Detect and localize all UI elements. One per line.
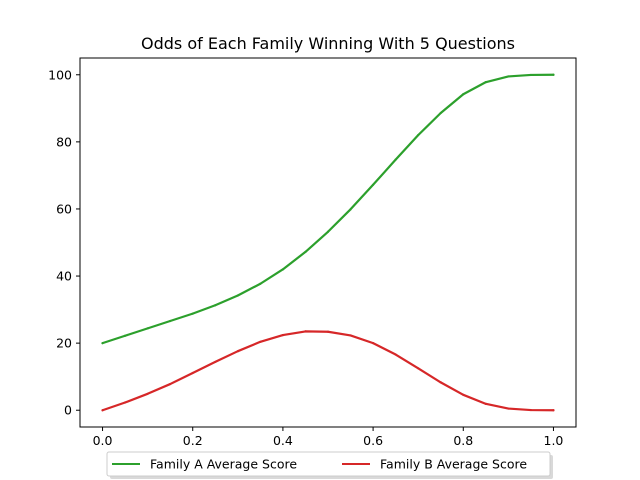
data-point-2-11 — [349, 334, 352, 337]
y-tick-label: 40 — [56, 269, 72, 284]
data-point-2-18 — [507, 407, 510, 410]
data-point-1-20 — [552, 73, 555, 76]
data-point-2-8 — [281, 333, 285, 337]
data-point-1-5 — [214, 304, 217, 307]
y-tick-label: 20 — [56, 336, 72, 351]
data-point-2-5 — [214, 360, 217, 364]
x-axis: 0.0 0.2 0.4 0.6 0.8 1.0 — [93, 427, 564, 448]
data-point-1-12 — [371, 183, 375, 186]
data-point-2-3 — [169, 382, 172, 386]
data-point-1-14 — [417, 134, 420, 137]
y-tick-label: 80 — [56, 134, 72, 149]
data-point-1-2 — [146, 327, 149, 330]
data-point-1-8 — [281, 268, 285, 271]
series-layer — [101, 73, 555, 412]
data-point-2-16 — [462, 393, 465, 396]
data-point-1-1 — [123, 334, 127, 337]
y-tick-label: 100 — [48, 67, 72, 82]
data-point-2-2 — [146, 392, 149, 395]
data-point-1-18 — [507, 75, 510, 78]
x-tick-label: 1.0 — [544, 433, 564, 448]
data-point-2-12 — [371, 342, 375, 345]
data-point-1-11 — [349, 208, 352, 211]
y-axis: 0 20 40 60 80 100 — [48, 67, 80, 418]
legend-label-2: Family B Average Score — [380, 457, 527, 472]
data-point-2-14 — [417, 367, 420, 370]
data-point-2-6 — [236, 350, 239, 353]
data-point-2-7 — [259, 340, 262, 343]
plot-area-frame — [79, 57, 577, 428]
legend-label-1: Family A Average Score — [150, 457, 297, 472]
x-tick-label: 0.0 — [93, 433, 113, 448]
data-point-2-9 — [304, 330, 307, 333]
x-tick-label: 0.4 — [273, 433, 293, 448]
data-point-1-6 — [236, 294, 239, 297]
data-point-2-13 — [394, 353, 397, 356]
series-2 — [101, 330, 555, 412]
legend-box — [106, 451, 551, 477]
data-point-1-9 — [304, 250, 307, 253]
data-point-2-0 — [101, 409, 104, 412]
data-point-1-7 — [259, 282, 262, 285]
data-point-1-17 — [484, 81, 487, 84]
data-point-1-4 — [191, 312, 194, 315]
data-point-1-10 — [326, 230, 330, 233]
y-tick-label: 0 — [64, 403, 72, 418]
data-point-2-20 — [552, 409, 555, 412]
data-point-2-15 — [439, 381, 442, 384]
data-point-2-10 — [326, 330, 330, 333]
series-1 — [101, 73, 555, 345]
data-point-1-13 — [394, 158, 397, 161]
data-point-1-3 — [169, 319, 172, 323]
x-tick-label: 0.8 — [453, 433, 473, 448]
x-tick-label: 0.6 — [363, 433, 383, 448]
data-point-2-4 — [191, 371, 194, 375]
legend: Family A Average Score Family B Average S… — [106, 451, 553, 479]
data-point-2-17 — [484, 402, 487, 405]
data-point-2-19 — [529, 408, 533, 412]
data-point-1-16 — [462, 93, 465, 96]
data-point-1-15 — [439, 111, 442, 115]
data-point-1-0 — [101, 342, 104, 345]
data-point-2-1 — [123, 401, 127, 404]
data-point-1-19 — [529, 73, 533, 77]
series-line-1 — [101, 73, 555, 345]
series-line-2 — [101, 330, 555, 412]
x-tick-label: 0.2 — [183, 433, 203, 448]
y-tick-label: 60 — [56, 201, 72, 216]
chart-title: Odds of Each Family Winning With 5 Quest… — [141, 34, 515, 53]
